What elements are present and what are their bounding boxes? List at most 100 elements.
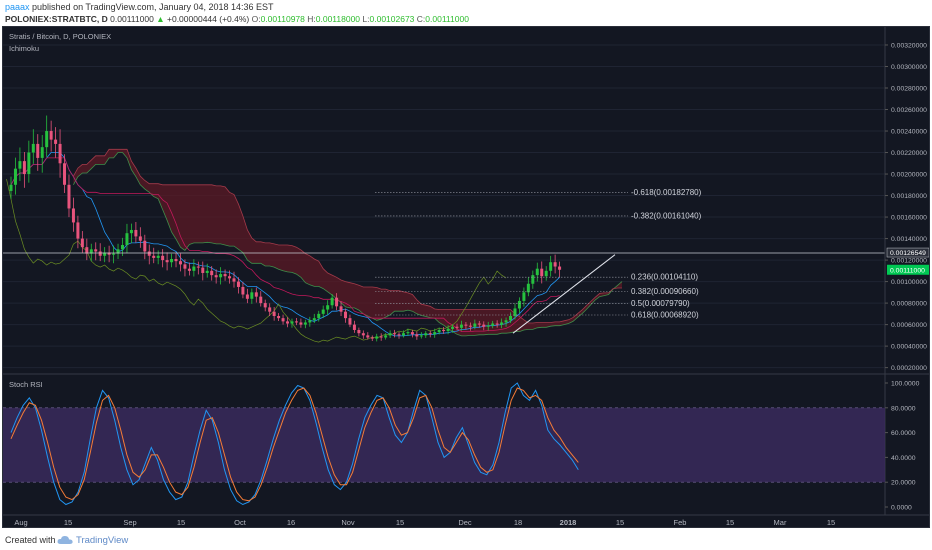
fib-level-label: -0.382(0.00161040)	[631, 211, 702, 220]
tradingview-cloud-icon	[57, 535, 73, 545]
candle-body	[313, 318, 316, 320]
candle-body	[277, 316, 280, 318]
candle-body	[264, 303, 267, 307]
candle-body	[299, 322, 302, 324]
rsi-tick-label: 20.0000	[891, 480, 916, 487]
candle-body	[45, 131, 48, 147]
candle-body	[14, 169, 17, 185]
candle-body	[27, 153, 30, 175]
tenkan-line	[11, 153, 560, 336]
ichimoku-legend: Ichimoku	[9, 44, 39, 53]
candle-body	[157, 256, 160, 258]
candle-body	[179, 261, 182, 264]
candle-body	[398, 334, 401, 335]
price-tick-label: 0.00080000	[891, 301, 927, 308]
candle-body	[286, 321, 289, 323]
candle-body	[148, 251, 151, 255]
price-tick-label: 0.00040000	[891, 344, 927, 351]
candle-body	[268, 307, 271, 311]
candle-body	[125, 233, 128, 245]
candle-body	[72, 208, 75, 222]
candle-body	[549, 262, 552, 271]
candle-body	[183, 264, 186, 268]
tradingview-brand-text: TradingView	[76, 535, 128, 546]
candle-body	[384, 335, 387, 337]
price-tick-label: 0.00140000	[891, 236, 927, 243]
candle-body	[362, 333, 365, 335]
candle-body	[322, 310, 325, 314]
candle-body	[206, 271, 209, 273]
time-tick-label: 15	[396, 518, 404, 527]
candle-body	[59, 144, 62, 163]
candle-body	[447, 329, 450, 331]
candle-body	[456, 327, 459, 328]
candle-body	[85, 247, 88, 253]
stoch-rsi-legend: Stoch RSI	[9, 380, 43, 389]
candle-body	[393, 333, 396, 334]
footer: Created with TradingView	[0, 530, 932, 550]
price-tick-label: 0.00020000	[891, 365, 927, 372]
open-value: 0.00110978	[261, 14, 305, 24]
candle-body	[63, 163, 66, 185]
candle-body	[224, 274, 227, 276]
last-price: 0.00111000	[110, 14, 154, 24]
candle-body	[389, 333, 392, 335]
candle-body	[32, 144, 35, 153]
candle-body	[246, 294, 249, 298]
stoch-rsi-band	[3, 408, 885, 482]
candle-body	[531, 275, 534, 284]
candle-body	[317, 314, 320, 318]
candle-body	[304, 322, 307, 324]
candle-body	[424, 333, 427, 335]
candle-body	[175, 259, 178, 261]
chart-canvas[interactable]: -0.618(0.00182780) -0.382(0.00161040) 0.23…	[3, 27, 929, 527]
high-label: H:	[307, 14, 316, 24]
time-tick-label: Nov	[341, 518, 355, 527]
created-with-text: Created with	[5, 535, 56, 545]
price-tick-label: 0.00100000	[891, 279, 927, 286]
candle-body	[54, 140, 57, 144]
author-link[interactable]: paaax	[5, 2, 30, 12]
price-tick-label: 0.00200000	[891, 172, 927, 179]
candle-body	[23, 161, 26, 174]
price-tick-label: 0.00160000	[891, 215, 927, 222]
price-tick-label: 0.00060000	[891, 322, 927, 329]
candle-body	[81, 239, 84, 248]
candle-body	[491, 324, 494, 326]
chart-area[interactable]: -0.618(0.00182780) -0.382(0.00161040) 0.23…	[2, 26, 930, 528]
candle-body	[344, 312, 347, 318]
candle-body	[460, 325, 463, 328]
candle-body	[233, 278, 236, 281]
candle-body	[94, 249, 97, 251]
candle-body	[438, 330, 441, 332]
candle-body	[469, 326, 472, 327]
candle-body	[451, 327, 454, 329]
candle-body	[545, 271, 548, 276]
candle-body	[411, 332, 414, 334]
time-tick-label: Sep	[123, 518, 136, 527]
candle-body	[308, 320, 311, 322]
candle-body	[161, 256, 164, 260]
candle-body	[282, 318, 285, 321]
candle-body	[188, 269, 191, 271]
tradingview-brand[interactable]: TradingView	[57, 533, 128, 547]
price-tick-label: 0.00260000	[891, 107, 927, 114]
fib-level-label: -0.618(0.00182780)	[631, 188, 702, 197]
ichimoku-cloud	[73, 149, 622, 336]
time-tick-label: Feb	[674, 518, 687, 527]
candle-body	[255, 292, 258, 296]
price-tick-label: 0.00300000	[891, 64, 927, 71]
publish-header: paaax published on TradingView.com, Janu…	[0, 0, 932, 26]
candle-body	[10, 185, 13, 191]
candle-body	[152, 256, 155, 258]
candle-body	[442, 330, 445, 331]
time-tick-label: 2018	[560, 518, 577, 527]
candle-body	[558, 267, 561, 270]
candle-body	[130, 230, 133, 233]
candle-body	[295, 321, 298, 322]
candle-body	[420, 335, 423, 336]
candle-body	[259, 297, 262, 303]
publish-info: paaax published on TradingView.com, Janu…	[5, 2, 274, 12]
price-tick-label: 0.00280000	[891, 86, 927, 93]
candle-body	[143, 241, 146, 252]
